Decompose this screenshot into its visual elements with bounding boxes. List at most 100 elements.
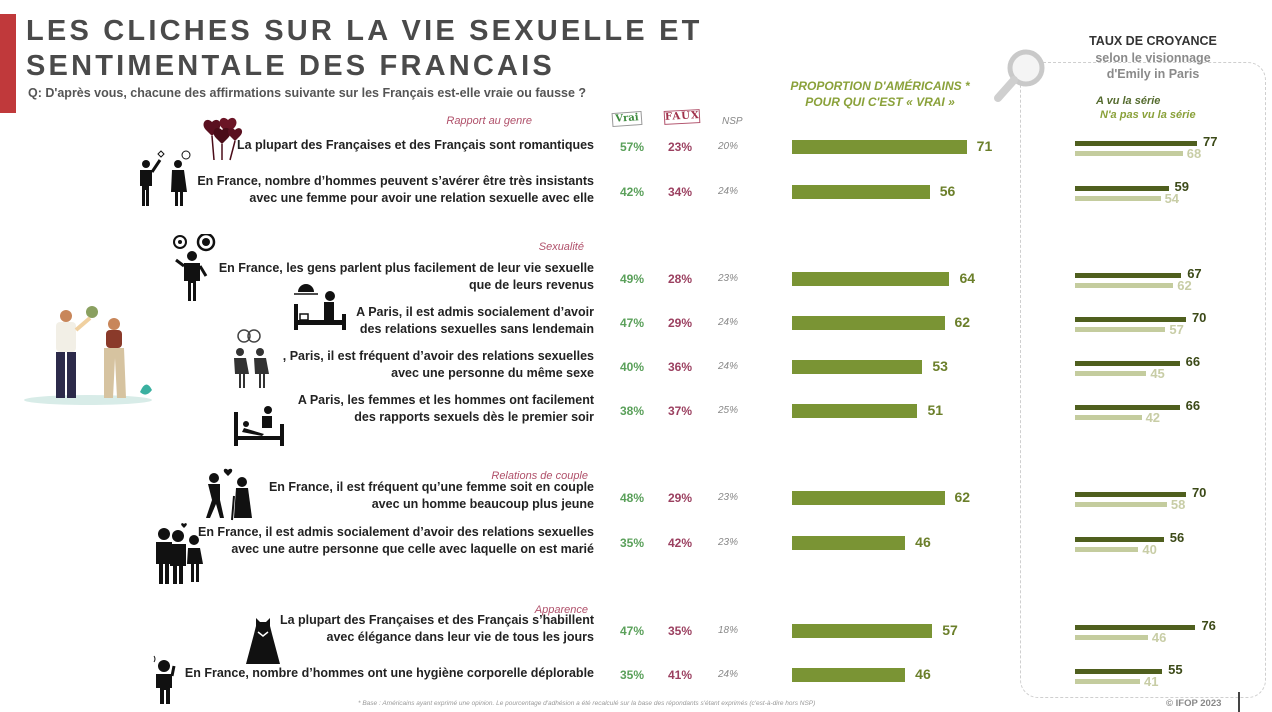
seen-bar (1075, 625, 1196, 630)
dress-icon (246, 618, 280, 664)
statement-text: A Paris, il est admis socialement d’avoi… (356, 304, 594, 338)
couple-in-bed-icon (234, 406, 284, 446)
faux-percent: 28% (668, 272, 693, 286)
older-woman-younger-man-icon (206, 468, 252, 521)
smelly-man-icon (153, 655, 176, 704)
seen-value: 70 (1191, 310, 1207, 325)
not-seen-bar (1075, 283, 1174, 288)
vrai-percent: 49% (620, 272, 645, 286)
statement-text: A Paris, les femmes et les hommes ont fa… (298, 392, 594, 426)
seen-bar (1075, 317, 1186, 322)
statement-line1: La plupart des Françaises et des Françai… (279, 613, 594, 627)
nsp-percent: 23% (718, 492, 739, 503)
belief-rate-subtitle-line2: d'Emily in Paris (1106, 67, 1200, 81)
statement-text: La plupart des Françaises et des Françai… (280, 612, 594, 646)
nsp-percent: 24% (718, 317, 739, 328)
category-genre: Rapport au genre (446, 115, 532, 127)
not-seen-value: 45 (1150, 366, 1165, 381)
statement-line1: , Paris, il est fréquent d’avoir des rel… (282, 349, 594, 363)
statement-text: En France, il est fréquent qu’une femme … (269, 479, 594, 513)
proportion-value: 64 (959, 270, 976, 286)
statement-line1: La plupart des Françaises et des Françai… (236, 138, 594, 152)
not-seen-bar (1075, 635, 1148, 640)
seen-value: 66 (1185, 354, 1201, 369)
statement-text: , Paris, il est fréquent d’avoir des rel… (283, 348, 594, 382)
statement-line1: En France, nombre d’hommes ont une hygiè… (184, 666, 594, 680)
belief-rate-subtitle-line1: selon le visionnage (1095, 51, 1211, 65)
statement-line2: des relations sexuelles sans lendemain (359, 322, 594, 336)
faux-percent: 42% (668, 536, 693, 550)
proportion-header-line2: POUR QUI C'EST « VRAI » (805, 95, 955, 109)
statement-line2: que de leurs revenus (468, 278, 594, 292)
seen-value: 77 (1203, 134, 1218, 149)
proportion-bar (792, 624, 933, 638)
seen-bar (1075, 492, 1186, 497)
legend-seen: A vu la série (1096, 95, 1161, 107)
proportion-bar (792, 536, 906, 550)
proportion-bar (792, 185, 930, 199)
footnote: * Base : Américains ayant exprimé une op… (358, 700, 816, 707)
belief-rate-panel (1020, 62, 1266, 698)
page-title-line2: SENTIMENTALE DES FRANCAIS (26, 50, 555, 82)
faux-percent: 36% (668, 360, 693, 374)
copyright: © IFOP 2023 (1166, 698, 1222, 709)
proportion-value: 57 (942, 622, 958, 638)
accent-bar (0, 14, 16, 113)
family-icon (156, 523, 203, 584)
nsp-percent: 24% (718, 186, 739, 197)
statement-line1: En France, il est admis socialement d’av… (197, 525, 594, 539)
vrai-percent: 35% (620, 536, 645, 550)
nsp-percent: 20% (718, 141, 739, 152)
statement-text: En France, les gens parlent plus facilem… (219, 260, 594, 294)
not-seen-value: 46 (1151, 630, 1167, 645)
proportion-value: 51 (927, 402, 944, 418)
not-seen-value: 42 (1145, 410, 1161, 425)
statement-text: En France, il est admis socialement d’av… (198, 524, 594, 558)
proportion-value: 71 (976, 138, 993, 154)
faux-percent: 37% (668, 404, 693, 418)
proportion-header: PROPORTION D'AMÉRICAINS * POUR QUI C'EST… (760, 78, 1000, 110)
vrai-percent: 48% (620, 491, 645, 505)
not-seen-bar (1075, 502, 1167, 507)
faux-column-header: FAUX (663, 109, 701, 125)
statement-line2: avec une personne du même sexe (391, 366, 594, 380)
nsp-percent: 25% (718, 405, 739, 416)
not-seen-value: 41 (1143, 674, 1159, 689)
statement-line1: En France, il est fréquent qu’une femme … (268, 480, 594, 494)
statement-line2: avec une femme pour avoir une relation s… (249, 191, 594, 205)
faux-percent: 34% (668, 185, 693, 199)
magnifier-icon (994, 49, 1045, 102)
divider (1238, 692, 1240, 712)
vrai-percent: 57% (620, 140, 645, 154)
statement-text: La plupart des Françaises et des Françai… (237, 137, 594, 154)
heart-balloons-icon (203, 117, 243, 161)
proportion-bar (792, 404, 918, 418)
nsp-percent: 18% (718, 625, 739, 636)
not-seen-bar (1075, 196, 1161, 201)
seen-value: 55 (1168, 662, 1183, 677)
not-seen-value: 62 (1177, 278, 1192, 293)
couple-harassment-icon (140, 150, 191, 206)
category-sexualite: Sexualité (538, 241, 584, 253)
vrai-percent: 40% (620, 360, 645, 374)
seen-bar (1075, 361, 1180, 366)
not-seen-value: 54 (1164, 191, 1180, 206)
nsp-percent: 23% (718, 273, 739, 284)
vrai-percent: 42% (620, 185, 645, 199)
faux-percent: 41% (668, 668, 693, 682)
vrai-column-header: Vrai (611, 110, 643, 128)
not-seen-value: 40 (1142, 542, 1157, 557)
seen-bar (1075, 186, 1169, 191)
proportion-bar (792, 272, 950, 286)
not-seen-bar (1075, 151, 1183, 156)
not-seen-bar (1075, 327, 1166, 332)
not-seen-value: 68 (1186, 146, 1202, 161)
seen-value: 70 (1191, 485, 1207, 500)
proportion-value: 53 (932, 358, 948, 374)
seen-value: 59 (1174, 179, 1189, 194)
nsp-percent: 23% (718, 537, 739, 548)
proportion-bar (792, 316, 945, 330)
faux-percent: 29% (668, 491, 693, 505)
proportion-value: 46 (915, 534, 931, 550)
seen-bar (1075, 405, 1180, 410)
